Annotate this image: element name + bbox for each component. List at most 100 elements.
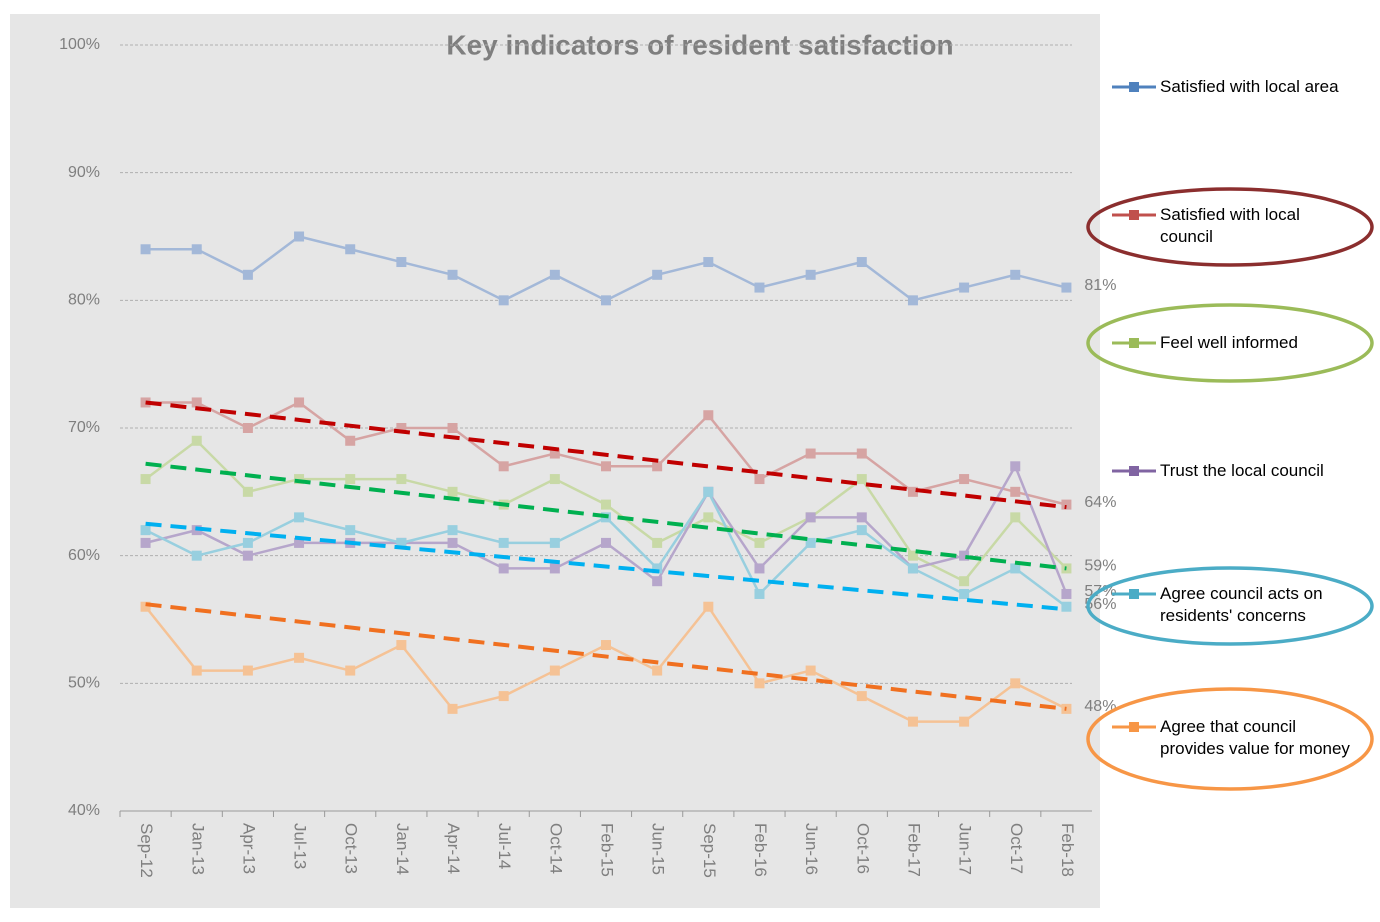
point: [805, 269, 816, 280]
legend-label: Feel well informed: [1160, 333, 1298, 352]
value-label: 48%: [1084, 698, 1116, 715]
point: [447, 537, 458, 548]
point: [1010, 678, 1021, 689]
point: [601, 537, 611, 548]
point: [498, 461, 509, 472]
point: [549, 474, 560, 485]
point: [805, 537, 816, 548]
point: [498, 537, 509, 548]
point: [396, 257, 407, 268]
point: [652, 576, 663, 587]
legend-label: Satisfied with local area: [1160, 77, 1339, 96]
x-tick-label: Oct-17: [1007, 823, 1026, 874]
x-tick-label: Sep-15: [700, 823, 719, 878]
y-tick-label: 70%: [68, 419, 100, 436]
point: [294, 537, 305, 548]
point: [652, 461, 663, 472]
value-label: 64%: [1084, 494, 1116, 511]
legend-label: Agree council acts on residents' concern…: [1160, 584, 1323, 625]
point: [652, 537, 663, 548]
point: [140, 525, 151, 536]
point: [447, 525, 458, 536]
point: [191, 550, 202, 561]
point: [754, 474, 765, 485]
point: [1061, 601, 1072, 612]
point: [498, 563, 509, 574]
trend-line: [145, 461, 1067, 571]
legend-highlight: [1086, 687, 1374, 791]
point: [959, 576, 970, 587]
point: [907, 563, 918, 574]
point: [1061, 588, 1072, 599]
point: [856, 474, 867, 485]
point: [703, 257, 714, 268]
legend-marker: [1129, 722, 1139, 732]
point: [191, 244, 202, 255]
x-tick-label: Oct-13: [342, 823, 361, 874]
point: [959, 550, 970, 561]
point: [601, 295, 611, 306]
point: [345, 244, 356, 255]
point: [345, 525, 356, 536]
y-tick-label: 80%: [68, 292, 100, 309]
x-tick-label: Oct-16: [853, 823, 872, 874]
legend-marker: [1129, 82, 1139, 92]
legend-highlight: [1086, 566, 1374, 646]
point: [652, 563, 663, 574]
x-tick-label: Jul-14: [495, 823, 514, 869]
value-label: 59%: [1084, 558, 1116, 575]
point: [703, 512, 714, 523]
x-tick-label: Jan-14: [393, 823, 412, 875]
x-tick-label: Jun-15: [649, 823, 668, 875]
point: [907, 550, 918, 561]
point: [959, 588, 970, 599]
point: [959, 716, 970, 727]
point: [754, 537, 765, 548]
point: [601, 499, 611, 510]
legend-marker: [1129, 210, 1139, 220]
point: [396, 423, 407, 433]
legend-marker: [1129, 466, 1139, 476]
point: [652, 269, 663, 280]
point: [242, 423, 253, 433]
point: [294, 512, 305, 523]
point: [907, 486, 918, 497]
trend-line: [145, 400, 1067, 510]
point: [549, 563, 560, 574]
point: [907, 295, 918, 306]
point: [242, 537, 253, 548]
point: [1010, 486, 1021, 497]
point: [549, 269, 560, 280]
y-tick-label: 90%: [68, 164, 100, 181]
point: [345, 665, 356, 676]
x-tick-label: Jun-16: [802, 823, 821, 875]
point: [754, 678, 765, 689]
x-tick-label: Feb-18: [1058, 823, 1077, 877]
point: [498, 295, 509, 306]
point: [754, 588, 765, 599]
point: [1010, 269, 1021, 280]
x-tick-label: Jan-13: [188, 823, 207, 875]
x-tick-label: Feb-15: [598, 823, 617, 877]
point: [805, 665, 816, 676]
value-label: 81%: [1084, 277, 1116, 294]
point: [703, 486, 714, 497]
point: [1061, 499, 1072, 510]
point: [140, 537, 151, 548]
x-tick-label: Oct-14: [546, 823, 565, 874]
point: [1010, 563, 1021, 574]
point: [549, 665, 560, 676]
point: [549, 448, 560, 459]
y-tick-label: 60%: [68, 547, 100, 564]
point: [345, 474, 356, 485]
x-tick-label: Jul-13: [291, 823, 310, 869]
point: [856, 512, 867, 523]
point: [294, 231, 305, 242]
point: [754, 563, 765, 574]
point: [856, 691, 867, 702]
point: [856, 257, 867, 268]
x-tick-label: Jun-17: [956, 823, 975, 875]
point: [191, 665, 202, 676]
point: [396, 474, 407, 485]
